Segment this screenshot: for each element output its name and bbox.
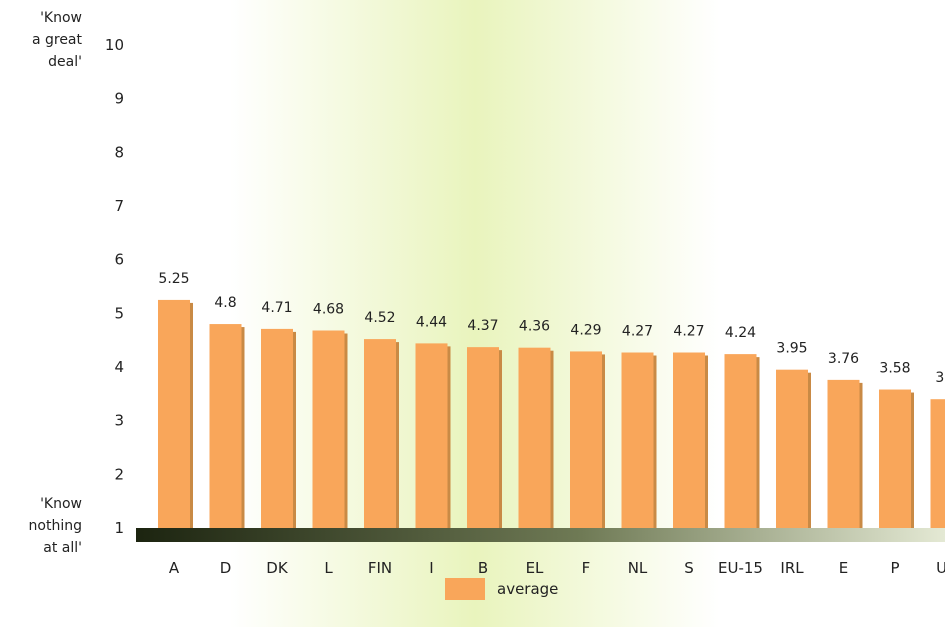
bar-nl xyxy=(621,352,654,528)
bar-l xyxy=(312,330,345,528)
category-label-p: P xyxy=(890,559,899,577)
data-label-el: 4.36 xyxy=(519,319,550,335)
bar-el xyxy=(518,347,551,528)
bar-i xyxy=(415,343,448,528)
y-tick-label: 6 xyxy=(114,251,124,269)
data-label-a: 5.25 xyxy=(158,271,189,287)
y-tick-label: 7 xyxy=(114,197,124,215)
data-label-d: 4.8 xyxy=(214,295,236,311)
bar-e xyxy=(827,379,860,528)
data-label-dk: 4.71 xyxy=(261,300,292,316)
bar-d xyxy=(209,324,242,528)
bar-p xyxy=(879,389,911,528)
category-label-fin: FIN xyxy=(368,559,392,577)
y-tick-label: 4 xyxy=(114,358,124,376)
data-label-e: 3.76 xyxy=(828,351,859,367)
y-ticks: 1 2 3 4 5 6 7 8 9 10 xyxy=(105,36,124,537)
data-label-fin: 4.52 xyxy=(364,310,395,326)
legend: average xyxy=(445,578,558,600)
x-axis-bar xyxy=(136,528,945,542)
bar-dk xyxy=(261,328,293,528)
category-label-el: EL xyxy=(526,559,544,577)
bar-b xyxy=(467,347,499,528)
bar-f xyxy=(570,351,602,528)
category-label-irl: IRL xyxy=(780,559,804,577)
data-label-s: 4.27 xyxy=(673,324,704,340)
y-tick-label: 5 xyxy=(114,304,124,322)
legend-label: average xyxy=(497,580,558,598)
category-label-d: D xyxy=(220,559,232,577)
bars: 5.25 4.8 4.71 4.68 4.52 4.44 4.37 4.36 4.29 4.27 4… xyxy=(158,271,945,528)
category-label-a: A xyxy=(169,559,180,577)
data-label-irl: 3.95 xyxy=(776,341,807,357)
y-bottom-label-line2: nothing xyxy=(29,518,82,534)
category-labels: A D DK L FIN I B EL F NL S EU-15 IRL E P UK xyxy=(169,559,945,577)
y-tick-label: 2 xyxy=(114,465,124,483)
category-label-uk: UK xyxy=(936,559,945,577)
data-label-l: 4.68 xyxy=(313,302,344,318)
y-tick-label: 1 xyxy=(114,519,124,537)
y-top-label-line1: 'Know xyxy=(40,10,82,26)
y-tick-label: 8 xyxy=(114,143,124,161)
category-label-b: B xyxy=(478,559,488,577)
bar-uk xyxy=(930,399,945,528)
category-label-nl: NL xyxy=(628,559,648,577)
data-label-b: 4.37 xyxy=(467,318,498,334)
y-top-label-line3: deal' xyxy=(48,54,82,70)
data-label-p: 3.58 xyxy=(879,361,910,377)
bar-fin xyxy=(364,339,396,528)
category-label-eu-15: EU-15 xyxy=(718,559,763,577)
bar-s xyxy=(673,352,705,528)
data-label-i: 4.44 xyxy=(416,314,447,330)
category-label-i: I xyxy=(429,559,433,577)
category-label-dk: DK xyxy=(266,559,289,577)
category-label-f: F xyxy=(582,559,591,577)
bar-irl xyxy=(776,369,808,528)
y-tick-label: 9 xyxy=(114,90,124,108)
category-label-l: L xyxy=(324,559,333,577)
legend-swatch xyxy=(445,578,485,600)
bar-a xyxy=(158,299,190,528)
y-bottom-label-line1: 'Know xyxy=(40,496,82,512)
data-label-f: 4.29 xyxy=(570,322,601,338)
y-tick-label: 3 xyxy=(114,412,124,430)
data-label-nl: 4.27 xyxy=(622,324,653,340)
bar-eu-15 xyxy=(724,354,757,528)
y-tick-label: 10 xyxy=(105,36,124,54)
category-label-e: E xyxy=(839,559,848,577)
y-axis-labels: 'Know a great deal' 'Know nothing at all… xyxy=(29,10,83,556)
y-top-label-line2: a great xyxy=(32,32,83,48)
category-label-s: S xyxy=(684,559,694,577)
data-label-eu-15: 4.24 xyxy=(725,325,756,341)
data-label-uk: 3.4 xyxy=(935,370,945,386)
y-bottom-label-line3: at all' xyxy=(43,540,82,556)
